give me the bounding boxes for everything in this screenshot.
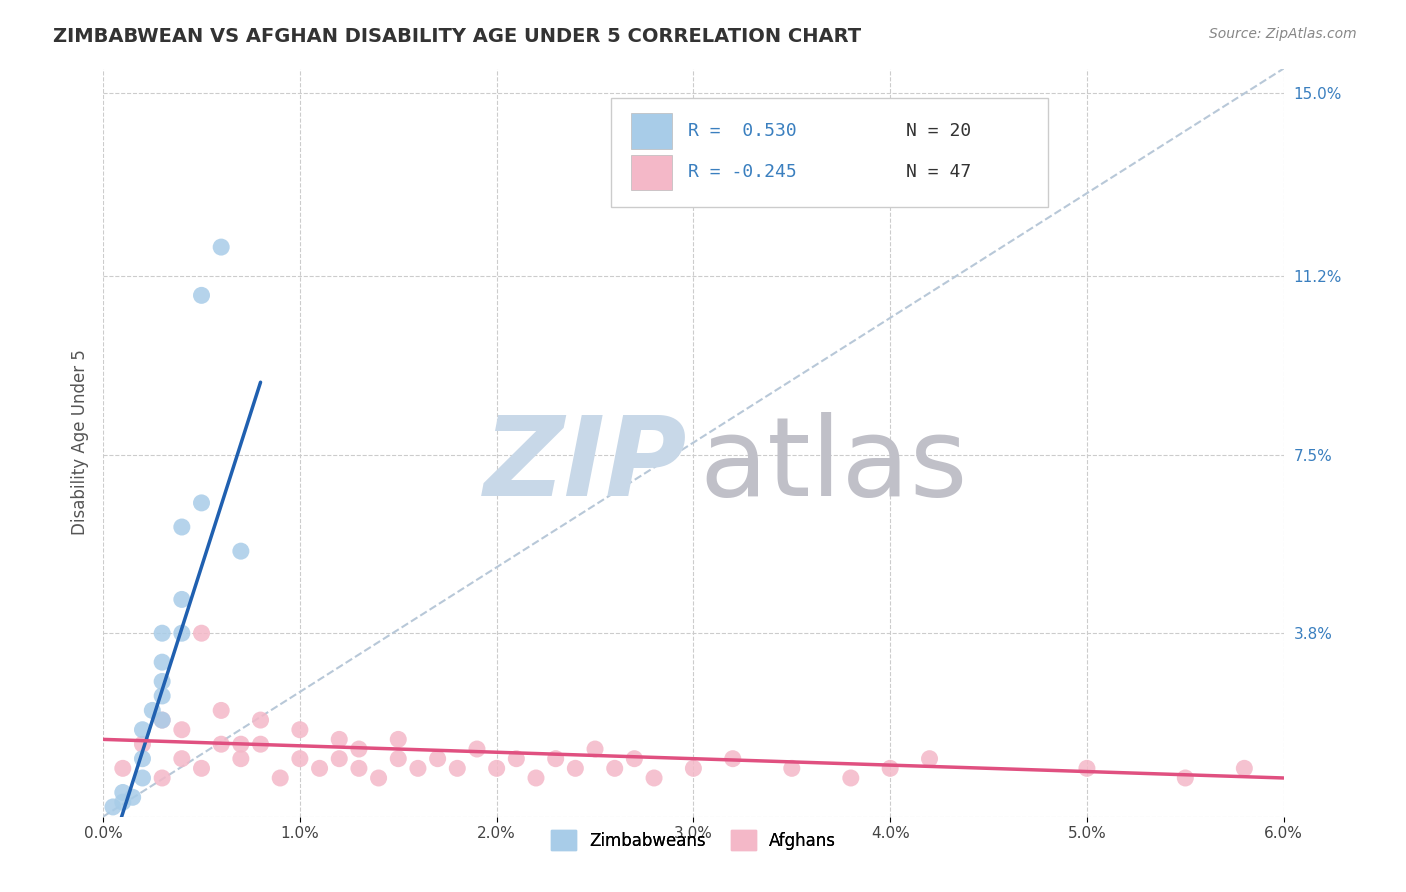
Point (150, 689, 173, 703)
Text: Source: ZipAtlas.com: Source: ZipAtlas.com (1209, 27, 1357, 41)
Point (190, 288, 212, 302)
Point (190, 626, 212, 640)
Point (150, 626, 173, 640)
Point (544, 752, 567, 766)
Text: N = 47: N = 47 (905, 162, 972, 181)
Point (583, 742, 606, 756)
Point (111, 785, 134, 799)
Point (603, 761, 626, 775)
Point (367, 771, 389, 785)
Point (121, 790, 143, 805)
Point (150, 713, 173, 727)
Y-axis label: Disability Age Under 5: Disability Age Under 5 (72, 350, 89, 535)
Point (387, 752, 409, 766)
Point (1233, 761, 1256, 775)
Point (170, 723, 193, 737)
Text: ZIP: ZIP (484, 411, 688, 518)
Point (249, 737, 271, 751)
Point (387, 732, 409, 747)
Bar (631, 113, 672, 149)
Point (170, 626, 193, 640)
Bar (631, 154, 672, 191)
Text: N = 20: N = 20 (905, 121, 972, 140)
Point (111, 761, 134, 775)
Point (446, 761, 468, 775)
Point (229, 752, 252, 766)
Point (308, 761, 330, 775)
Point (269, 771, 291, 785)
Point (150, 713, 173, 727)
Point (131, 723, 153, 737)
Point (839, 771, 862, 785)
Point (643, 771, 665, 785)
Legend: Zimbabweans, Afghans: Zimbabweans, Afghans (544, 823, 842, 857)
Point (150, 674, 173, 689)
Point (209, 703, 232, 717)
Point (623, 752, 645, 766)
Point (150, 655, 173, 669)
Point (564, 761, 586, 775)
Point (485, 761, 508, 775)
Point (209, 240, 232, 254)
Point (190, 496, 212, 510)
Point (229, 737, 252, 751)
Point (780, 761, 803, 775)
Point (150, 771, 173, 785)
Point (465, 742, 488, 756)
Point (249, 713, 271, 727)
Point (111, 795, 134, 809)
Point (131, 752, 153, 766)
Text: atlas: atlas (699, 411, 967, 518)
Point (141, 703, 163, 717)
Point (347, 742, 370, 756)
Point (426, 752, 449, 766)
Point (170, 592, 193, 607)
Text: ZIMBABWEAN VS AFGHAN DISABILITY AGE UNDER 5 CORRELATION CHART: ZIMBABWEAN VS AFGHAN DISABILITY AGE UNDE… (53, 27, 862, 45)
Text: R = -0.245: R = -0.245 (688, 162, 796, 181)
Point (101, 800, 124, 814)
Point (170, 752, 193, 766)
Point (328, 752, 350, 766)
Point (229, 544, 252, 558)
Point (879, 761, 901, 775)
Point (209, 737, 232, 751)
Point (406, 761, 429, 775)
Point (1174, 771, 1197, 785)
Point (918, 752, 941, 766)
Text: R =  0.530: R = 0.530 (688, 121, 796, 140)
Point (682, 761, 704, 775)
Point (347, 761, 370, 775)
Point (524, 771, 547, 785)
Point (721, 752, 744, 766)
Point (288, 752, 311, 766)
Point (131, 737, 153, 751)
FancyBboxPatch shape (610, 98, 1047, 207)
Point (131, 771, 153, 785)
Point (288, 723, 311, 737)
Point (505, 752, 527, 766)
Point (170, 520, 193, 534)
Point (1076, 761, 1098, 775)
Point (328, 732, 350, 747)
Point (190, 761, 212, 775)
